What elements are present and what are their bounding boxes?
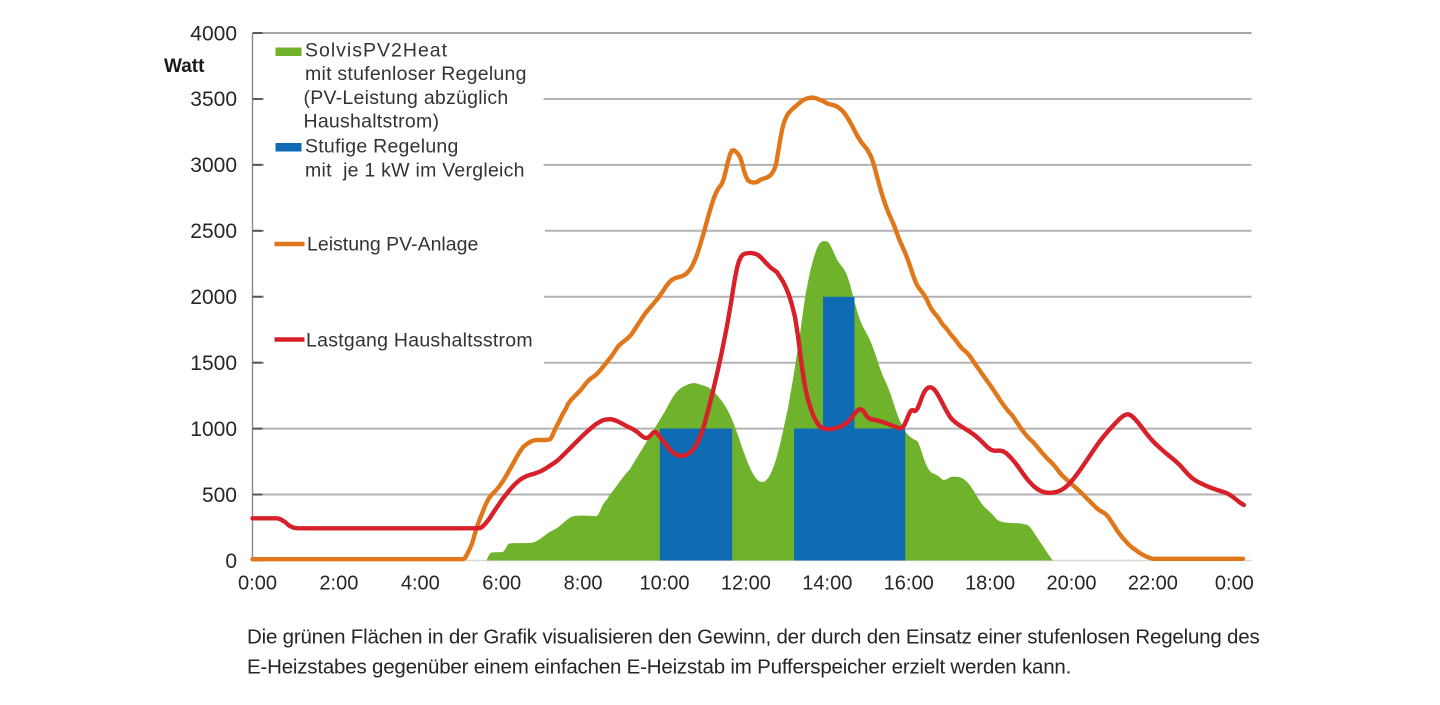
svg-text:0:00: 0:00 [1215,573,1254,595]
svg-text:mit stufenloser Regelung: mit stufenloser Regelung [305,63,527,85]
svg-text:3000: 3000 [190,154,237,177]
svg-text:Lastgang Haushaltsstrom: Lastgang Haushaltsstrom [306,329,533,351]
svg-text:2:00: 2:00 [319,573,358,595]
svg-text:20:00: 20:00 [1046,573,1096,595]
svg-text:18:00: 18:00 [965,573,1015,595]
svg-text:(PV-Leistung abzüglich: (PV-Leistung abzüglich [304,87,509,109]
svg-text:22:00: 22:00 [1128,573,1178,595]
svg-text:Haushaltstrom): Haushaltstrom) [304,111,440,133]
svg-text:Leistung PV-Anlage: Leistung PV-Anlage [307,234,478,256]
svg-text:1500: 1500 [190,352,237,375]
svg-text:12:00: 12:00 [721,573,771,595]
svg-text:4000: 4000 [190,22,237,45]
svg-text:2500: 2500 [190,220,237,243]
svg-text:SolvisPV2Heat: SolvisPV2Heat [305,40,448,62]
svg-text:E-Heizstabes gegenüber einem e: E-Heizstabes gegenüber einem einfachen E… [247,656,1071,679]
svg-text:2000: 2000 [190,286,237,309]
svg-text:14:00: 14:00 [802,573,852,595]
svg-text:mit je 1 kW im Vergleich: mit je 1 kW im Vergleich [305,159,525,181]
svg-text:6:00: 6:00 [482,573,521,595]
svg-text:10:00: 10:00 [639,573,689,595]
svg-text:3500: 3500 [190,88,237,111]
svg-text:8:00: 8:00 [564,573,603,595]
svg-text:4:00: 4:00 [401,573,440,595]
svg-text:0:00: 0:00 [238,573,277,595]
svg-text:500: 500 [202,484,237,507]
svg-text:Watt: Watt [164,56,205,77]
svg-text:Stufige Regelung: Stufige Regelung [305,136,459,158]
svg-text:Die grünen Flächen in der Graf: Die grünen Flächen in der Grafik visuali… [247,626,1260,649]
svg-text:1000: 1000 [190,418,237,441]
svg-text:16:00: 16:00 [884,573,934,595]
svg-text:0: 0 [225,550,237,573]
